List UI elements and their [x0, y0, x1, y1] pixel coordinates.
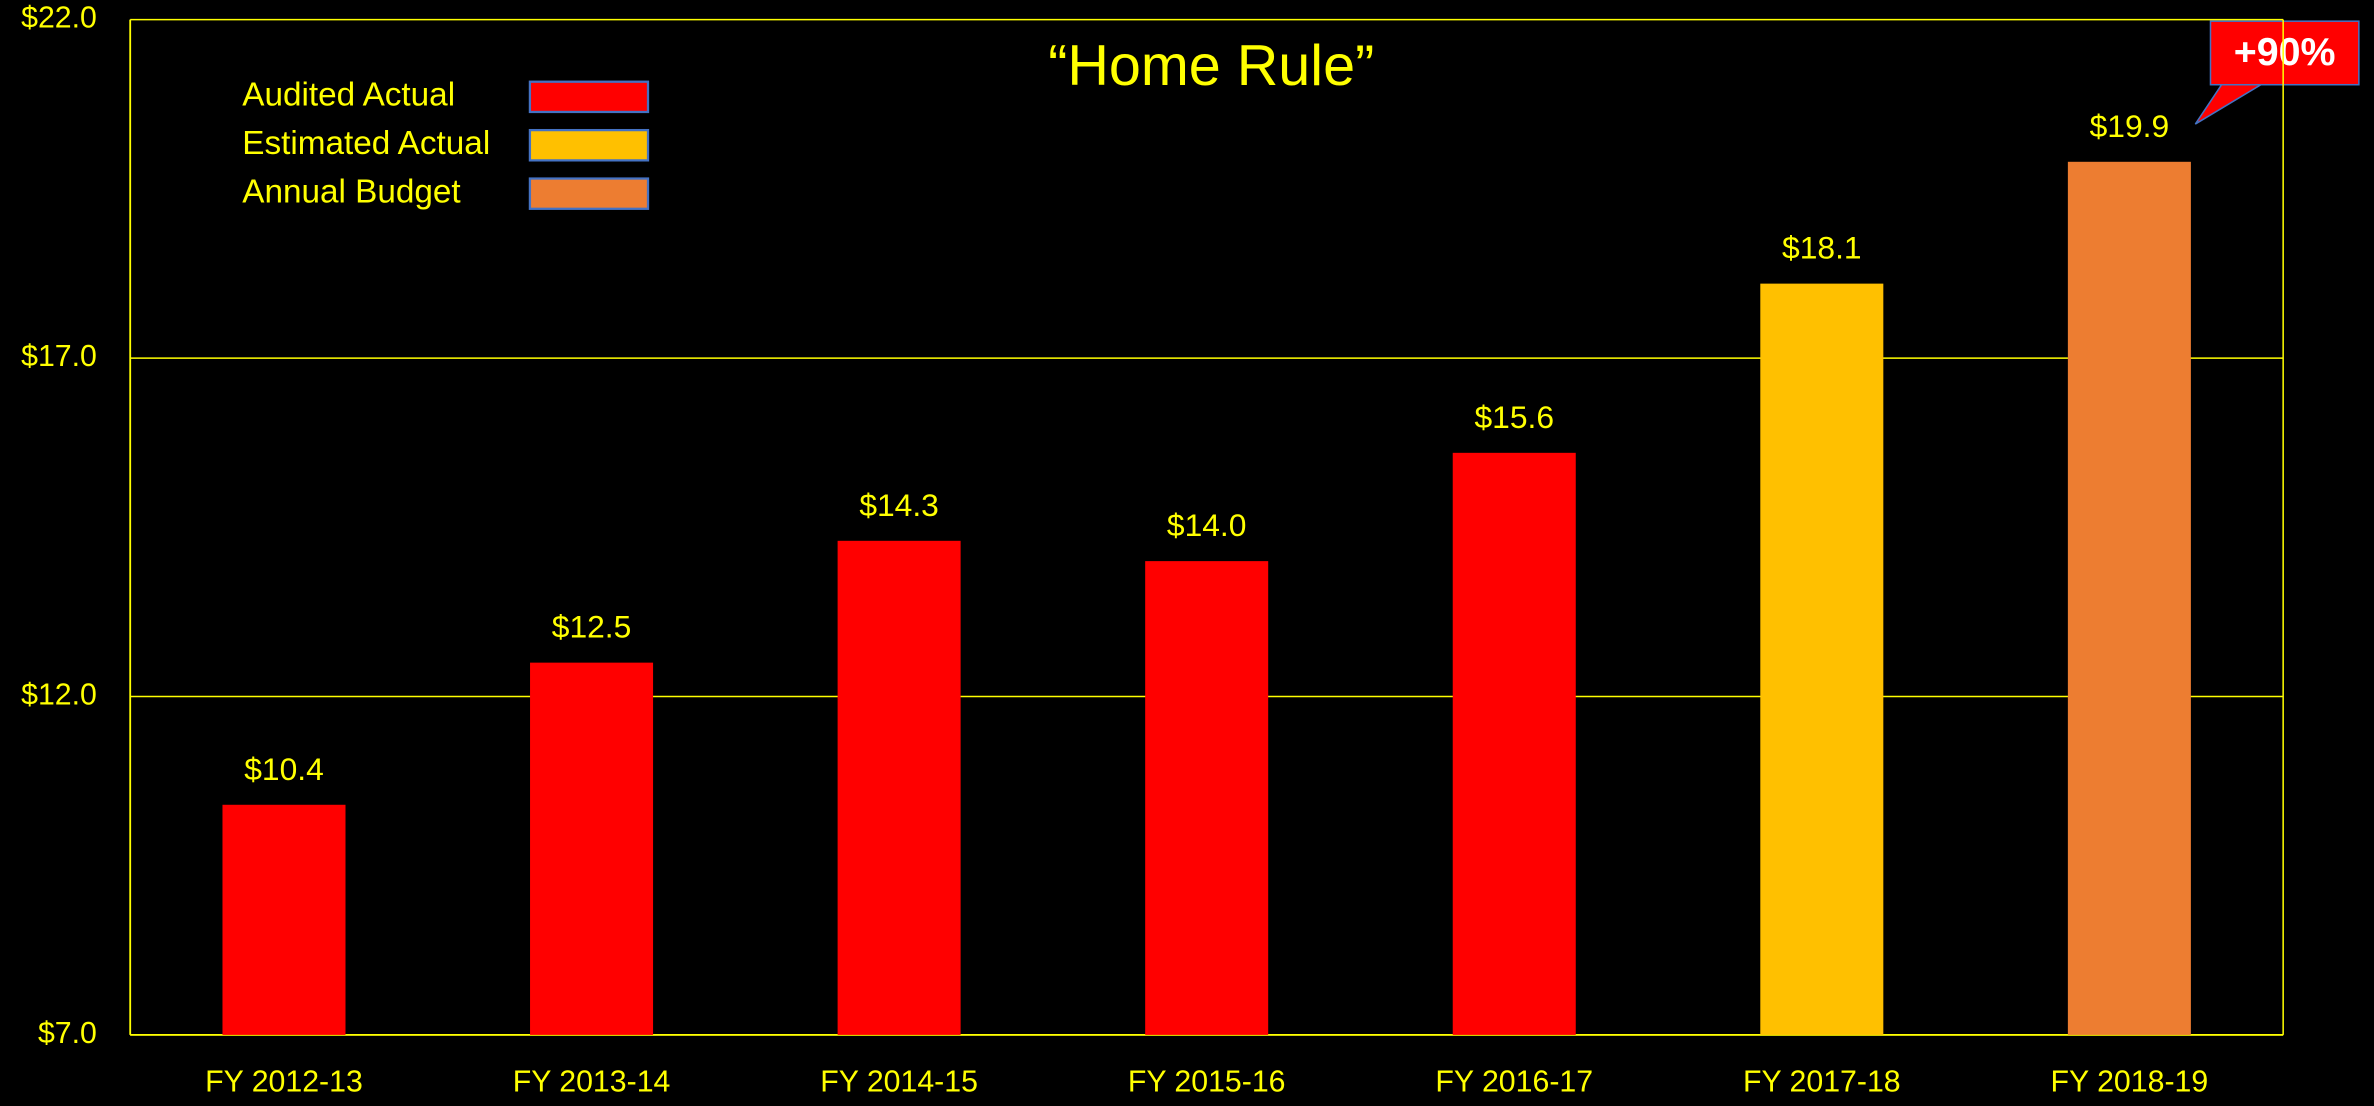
y-tick-label: $12.0 — [21, 678, 97, 711]
legend-label: Annual Budget — [242, 173, 460, 210]
bar — [1145, 561, 1269, 1035]
x-tick-label: FY 2014-15 — [820, 1065, 978, 1098]
x-tick-label: FY 2017-18 — [1743, 1065, 1901, 1098]
data-label: $18.1 — [1782, 230, 1862, 266]
legend-swatch — [528, 177, 650, 210]
bar — [222, 804, 346, 1035]
bar — [530, 662, 654, 1035]
legend-label: Estimated Actual — [242, 125, 490, 162]
y-tick-label: $22.0 — [21, 2, 97, 35]
x-tick-label: FY 2012-13 — [205, 1065, 363, 1098]
y-tick-label: $7.0 — [38, 1017, 97, 1050]
data-label: $19.9 — [2090, 108, 2170, 144]
chart-title: “Home Rule” — [1048, 34, 1374, 98]
x-tick-label: FY 2018-19 — [2051, 1065, 2209, 1098]
callout-box — [2209, 20, 2360, 86]
data-label: $14.3 — [859, 487, 939, 523]
legend-swatch — [528, 80, 650, 114]
data-label: $12.5 — [552, 609, 632, 645]
data-label: $10.4 — [244, 751, 324, 787]
annotation-callout: +90% — [2194, 20, 2360, 125]
x-tick-label: FY 2016-17 — [1435, 1065, 1593, 1098]
data-label: $15.6 — [1474, 399, 1554, 435]
data-label: $14.0 — [1167, 507, 1247, 543]
bar — [1760, 283, 1884, 1035]
legend-swatch — [528, 128, 650, 162]
legend-label: Audited Actual — [242, 77, 455, 114]
y-tick-label: $17.0 — [21, 340, 97, 373]
x-tick-label: FY 2015-16 — [1128, 1065, 1286, 1098]
bar — [2067, 161, 2191, 1035]
x-tick-label: FY 2013-14 — [513, 1065, 671, 1098]
bar — [837, 540, 961, 1035]
bar — [1452, 452, 1576, 1035]
annotation: +90% — [2234, 30, 2336, 74]
